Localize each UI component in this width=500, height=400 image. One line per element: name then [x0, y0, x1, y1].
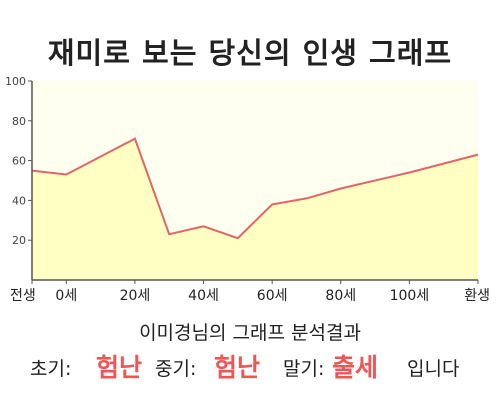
x-tick-label: 40세 [188, 288, 219, 304]
y-tick-label: 20 [12, 234, 26, 247]
middle-value: 험난 [214, 353, 261, 382]
x-tick-label: 0세 [55, 288, 77, 304]
ending-text: 입니다 [407, 358, 460, 380]
x-tick-label: 20세 [120, 288, 151, 304]
result-heading: 이미경님의 그래프 분석결과 [139, 322, 361, 344]
x-tick-label: 60세 [257, 288, 288, 304]
x-axis-ticks: 전생 0세 20세 40세 60세 80세 100세 환생 [10, 280, 490, 304]
x-tick-label: 100세 [390, 288, 430, 304]
y-tick-label: 40 [12, 194, 26, 207]
x-tick-label: 환생 [464, 288, 490, 304]
y-tick-label: 80 [12, 115, 26, 128]
life-line [31, 137, 479, 240]
life-area-fill [32, 138, 478, 280]
x-tick-label: 전생 [10, 288, 36, 304]
middle-label: 중기: [155, 358, 197, 380]
result-summary: 초기: 험난 중기: 험난 말기: 출세 입니다 [0, 346, 500, 386]
y-tick-label: 100 [5, 75, 26, 88]
y-tick-label: 60 [12, 155, 26, 168]
late-label: 말기: [283, 358, 325, 380]
early-label: 초기: [30, 358, 72, 380]
late-value: 출세 [332, 353, 379, 382]
y-axis-ticks: 20 40 60 80 100 [5, 75, 32, 247]
chart-title: 재미로 보는 당신의 인생 그래프 [47, 36, 453, 70]
early-value: 험난 [96, 353, 143, 382]
x-tick-label: 80세 [325, 288, 356, 304]
